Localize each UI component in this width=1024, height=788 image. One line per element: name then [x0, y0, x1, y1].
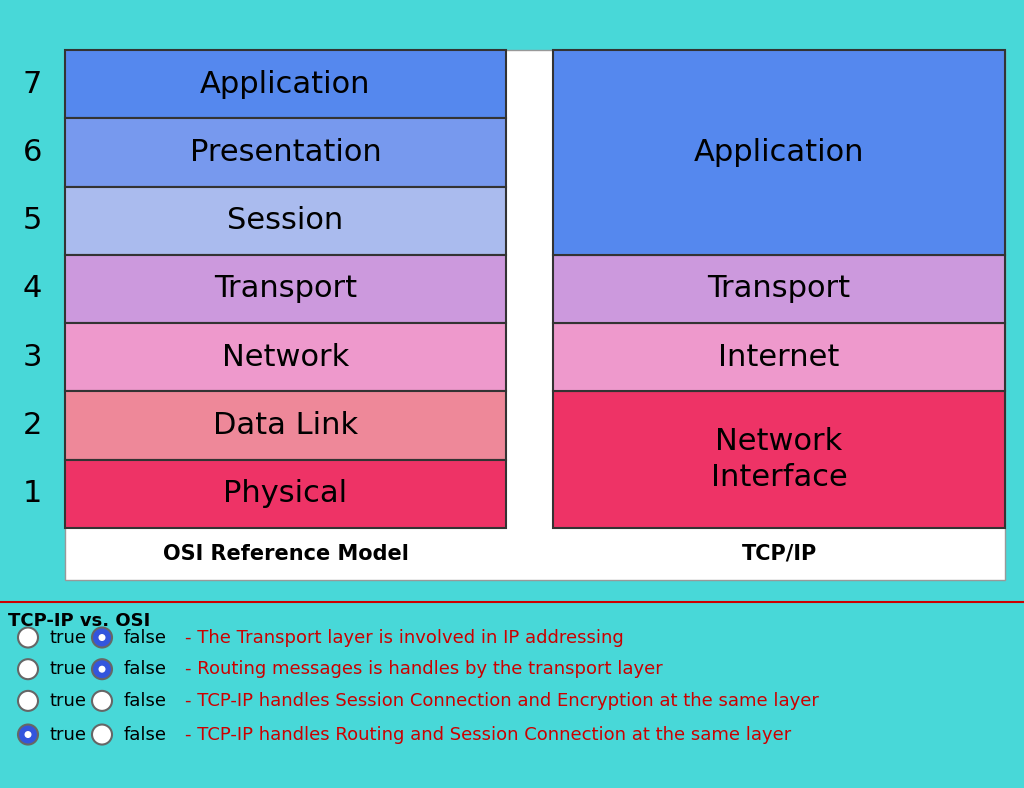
Text: Presentation: Presentation — [189, 138, 381, 167]
Text: false: false — [124, 692, 167, 710]
Bar — [553, 255, 1005, 323]
Bar — [65, 50, 506, 118]
Text: 2: 2 — [23, 411, 42, 440]
Text: - TCP-IP handles Routing and Session Connection at the same layer: - TCP-IP handles Routing and Session Con… — [185, 726, 792, 744]
Ellipse shape — [92, 627, 112, 648]
Text: OSI Reference Model: OSI Reference Model — [163, 544, 409, 564]
Bar — [65, 392, 506, 459]
Bar — [65, 323, 506, 392]
Text: Transport: Transport — [708, 274, 851, 303]
Text: TCP/IP: TCP/IP — [741, 544, 816, 564]
Text: Physical: Physical — [223, 479, 347, 508]
Text: TCP-IP vs. OSI: TCP-IP vs. OSI — [8, 611, 151, 630]
Ellipse shape — [25, 731, 32, 738]
Text: true: true — [50, 660, 87, 678]
Ellipse shape — [98, 634, 105, 641]
Ellipse shape — [18, 691, 38, 711]
Text: Internet: Internet — [718, 343, 840, 372]
Ellipse shape — [18, 627, 38, 648]
Text: false: false — [124, 629, 167, 646]
Text: 3: 3 — [23, 343, 42, 372]
Text: 6: 6 — [23, 138, 42, 167]
Text: true: true — [50, 629, 87, 646]
Text: 1: 1 — [23, 479, 42, 508]
Bar — [65, 255, 506, 323]
Text: Application: Application — [693, 138, 864, 167]
Text: false: false — [124, 660, 167, 678]
Ellipse shape — [18, 660, 38, 679]
Bar — [553, 392, 1005, 528]
Ellipse shape — [18, 724, 38, 745]
Ellipse shape — [92, 691, 112, 711]
Text: - Routing messages is handles by the transport layer: - Routing messages is handles by the tra… — [185, 660, 663, 678]
Text: 7: 7 — [23, 69, 42, 98]
Text: Network: Network — [222, 343, 349, 372]
Ellipse shape — [98, 666, 105, 673]
Ellipse shape — [92, 660, 112, 679]
Bar — [65, 187, 506, 255]
Bar — [553, 50, 1005, 255]
Text: Network
Interface: Network Interface — [711, 427, 848, 492]
Text: true: true — [50, 692, 87, 710]
Bar — [65, 118, 506, 187]
Text: false: false — [124, 726, 167, 744]
Text: Transport: Transport — [214, 274, 357, 303]
Bar — [65, 459, 506, 528]
Text: Application: Application — [201, 69, 371, 98]
Bar — [553, 323, 1005, 392]
Text: true: true — [50, 726, 87, 744]
Text: - The Transport layer is involved in IP addressing: - The Transport layer is involved in IP … — [185, 629, 624, 646]
Text: 5: 5 — [23, 206, 42, 235]
Text: 4: 4 — [23, 274, 42, 303]
Ellipse shape — [92, 724, 112, 745]
Bar — [65, 50, 1005, 580]
Text: Session: Session — [227, 206, 344, 235]
Text: - TCP-IP handles Session Connection and Encryption at the same layer: - TCP-IP handles Session Connection and … — [185, 692, 819, 710]
Text: Data Link: Data Link — [213, 411, 358, 440]
